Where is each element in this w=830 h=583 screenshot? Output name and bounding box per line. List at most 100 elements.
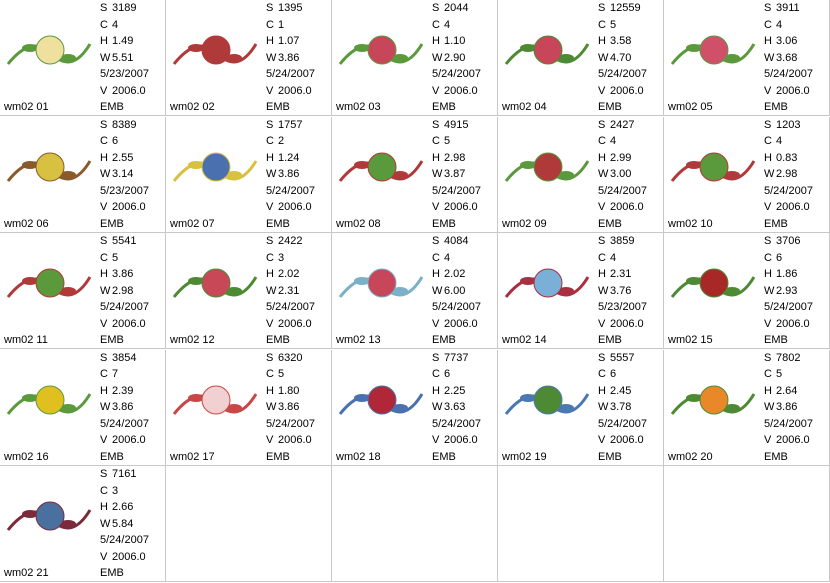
stat-key: C	[764, 251, 772, 264]
stat-line: 5/24/2007	[100, 301, 149, 314]
stat-line: S 7802	[764, 352, 800, 365]
stat-text: 5/24/2007	[266, 184, 315, 197]
stat-key: H	[598, 268, 606, 281]
stat-line: 5/23/2007	[100, 68, 149, 81]
stat-value: 1.86	[776, 268, 798, 281]
stat-value: 2006.0	[610, 317, 644, 330]
stat-line: V 2006.0	[266, 434, 312, 447]
stat-line: H 2.99	[598, 152, 631, 165]
stat-value: 4	[610, 251, 617, 264]
stat-key: W	[598, 51, 609, 64]
stat-text: 5/23/2007	[598, 301, 647, 314]
stat-key: V	[598, 317, 606, 330]
stat-key: S	[432, 2, 440, 14]
design-preview	[6, 268, 92, 299]
design-preview	[172, 35, 258, 65]
stitch-leaf	[188, 277, 204, 286]
stat-key: C	[266, 135, 274, 148]
stat-line: S 1395	[266, 2, 302, 15]
design-cell: wm02 19 S 5557 C 6 H 2.45 W 3.78 5/24/2007 V 2006.0…	[498, 349, 664, 466]
stat-line: H 1.10	[432, 35, 465, 48]
stat-text: 5/24/2007	[266, 68, 315, 80]
stat-key: V	[266, 201, 274, 214]
stat-text: EMB	[598, 101, 622, 113]
stat-line: 5/24/2007	[764, 185, 813, 198]
stat-line: EMB	[598, 451, 622, 464]
stat-value: 5557	[610, 351, 635, 364]
stat-line: EMB	[764, 218, 788, 231]
stat-value: 2.98	[112, 284, 134, 297]
stat-value: 2006.0	[112, 434, 146, 447]
stitch-motif	[367, 385, 397, 415]
stat-value: 2.31	[278, 284, 300, 297]
stitch-leaf	[60, 170, 76, 179]
stat-line: W 2.93	[764, 285, 797, 298]
design-preview	[338, 35, 424, 65]
design-preview	[172, 385, 258, 415]
stat-value: 6	[444, 368, 451, 381]
stat-key: W	[100, 401, 111, 414]
stat-key: H	[266, 151, 274, 164]
stat-key: C	[598, 135, 606, 148]
stat-line: W 3.87	[432, 168, 465, 181]
stat-key: S	[432, 351, 440, 364]
stat-key: W	[432, 401, 443, 414]
stat-value: 2.39	[112, 384, 134, 397]
stat-value: 2.25	[444, 384, 466, 397]
stat-text: EMB	[266, 217, 290, 230]
design-preview	[670, 152, 756, 182]
stitch-motif	[367, 152, 397, 182]
stat-text: EMB	[266, 334, 290, 347]
design-name: wm02 03	[336, 101, 381, 113]
stat-value: 2006.0	[112, 201, 146, 214]
stitch-motif	[699, 268, 729, 298]
stitch-leaf	[60, 403, 76, 412]
stat-value: 2006.0	[776, 434, 810, 447]
stitch-leaf	[60, 287, 76, 296]
stat-value: 3.14	[112, 168, 134, 181]
stat-line: S 4915	[432, 119, 468, 132]
stat-text: EMB	[764, 101, 788, 113]
stitch-leaf	[226, 170, 242, 179]
stat-key: C	[100, 368, 108, 381]
stat-line: V 2006.0	[598, 201, 644, 214]
stat-text: EMB	[432, 217, 456, 230]
stat-line: V 2006.0	[266, 201, 312, 214]
stat-line: H 2.64	[764, 385, 797, 398]
stat-line: V 2006.0	[266, 318, 312, 331]
stat-line: 5/23/2007	[100, 185, 149, 198]
stat-line: S 8389	[100, 119, 136, 132]
stitch-leaf	[724, 170, 740, 179]
stat-value: 2006.0	[610, 84, 644, 97]
stat-key: S	[598, 2, 606, 14]
stat-text: 5/24/2007	[764, 301, 813, 314]
stat-value: 3.06	[776, 35, 798, 47]
stat-value: 2.31	[610, 268, 632, 281]
stitch-motif	[35, 35, 65, 65]
stat-line: W 3.14	[100, 168, 133, 181]
stat-value: 2.45	[610, 384, 632, 397]
stitch-leaf	[354, 160, 370, 169]
stat-key: C	[764, 135, 772, 148]
stat-key: V	[432, 201, 440, 214]
stat-line: S 3911	[764, 2, 800, 15]
stat-key: W	[598, 168, 609, 181]
stat-key: S	[266, 118, 274, 131]
stat-value: 2044	[444, 2, 469, 14]
stat-line: EMB	[266, 451, 290, 464]
stat-value: 2006.0	[278, 434, 312, 447]
stat-value: 2006.0	[112, 84, 146, 97]
stat-text: EMB	[432, 334, 456, 347]
design-preview	[6, 152, 92, 182]
design-preview	[338, 385, 424, 415]
stat-value: 5	[112, 251, 119, 264]
stat-line: S 3706	[764, 235, 800, 248]
stat-line: H 3.86	[100, 268, 133, 281]
stat-text: 5/24/2007	[598, 184, 647, 197]
